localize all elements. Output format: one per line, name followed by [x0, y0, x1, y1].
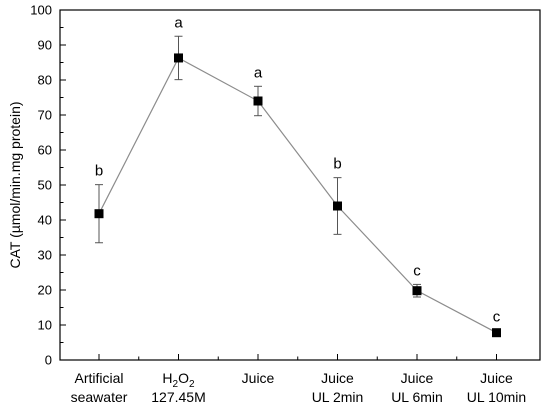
significance-label: a — [254, 64, 263, 81]
x-tick-label: Juice — [401, 370, 434, 386]
significance-label: c — [493, 309, 501, 326]
y-tick-label: 80 — [38, 73, 52, 88]
data-point — [174, 53, 183, 63]
data-point — [333, 201, 342, 211]
data-point — [253, 96, 263, 106]
subscript: 2 — [173, 379, 179, 390]
formula-part: H — [162, 370, 172, 386]
y-tick-label: 20 — [38, 283, 52, 298]
y-tick-label: 40 — [38, 213, 52, 228]
series-layer — [94, 35, 501, 338]
x-tick-label: H2O2 — [162, 370, 195, 390]
x-tick-label: seawater — [71, 389, 128, 405]
y-tick-label: 0 — [45, 353, 52, 368]
y-tick-label: 90 — [38, 38, 52, 53]
subscript: 2 — [189, 379, 195, 390]
label-layer: CAT (µmol/min.mg protein) Artificial seawa… — [7, 14, 526, 405]
x-tick-label: UL 2min — [312, 389, 364, 405]
significance-label: b — [95, 163, 103, 180]
plot-frame — [59, 9, 541, 361]
y-tick-label: 100 — [30, 3, 52, 18]
axes: 0 10 20 30 40 50 60 70 80 90 100 — [30, 3, 541, 368]
y-tick-label: 50 — [38, 178, 52, 193]
y-tick-label: 70 — [38, 108, 52, 123]
x-tick-label: Juice — [321, 370, 354, 386]
significance-label: b — [333, 156, 341, 173]
data-point — [492, 328, 501, 338]
formula-part: O — [178, 370, 189, 386]
y-tick-label: 30 — [38, 248, 52, 263]
y-tick-label: 10 — [38, 318, 52, 333]
x-tick-label: 127.45M — [151, 389, 205, 405]
series-line — [98, 57, 497, 334]
significance-label: a — [174, 14, 183, 31]
x-tick-label: UL 6min — [391, 389, 443, 405]
data-point — [94, 209, 104, 219]
x-tick-label: Juice — [480, 370, 513, 386]
x-tick-label: Juice — [242, 370, 275, 386]
x-tick-label: UL 10min — [467, 389, 526, 405]
y-tick-label: 60 — [38, 143, 52, 158]
significance-label: c — [413, 262, 421, 279]
y-axis-title: CAT (µmol/min.mg protein) — [7, 101, 23, 268]
x-tick-label: Artificial — [74, 370, 123, 386]
data-point — [412, 286, 422, 296]
